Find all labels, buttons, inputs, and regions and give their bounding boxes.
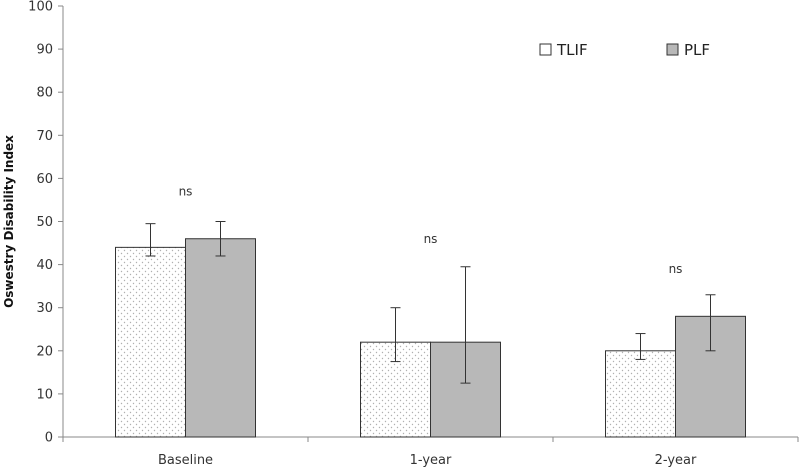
y-tick-label: 100 bbox=[28, 0, 53, 15]
y-tick-label: 50 bbox=[36, 215, 53, 230]
y-tick-label: 80 bbox=[36, 86, 53, 101]
significance-label: ns bbox=[424, 232, 438, 246]
legend-label-plf: PLF bbox=[684, 41, 710, 59]
significance-label: ns bbox=[179, 185, 193, 199]
y-tick-label: 0 bbox=[45, 431, 53, 446]
significance-label: ns bbox=[669, 262, 683, 276]
y-axis-title: Oswestry Disability Index bbox=[2, 135, 16, 308]
bar-tlif-2-year bbox=[605, 350, 676, 438]
y-tick-label: 10 bbox=[36, 387, 53, 402]
bars bbox=[115, 238, 746, 438]
y-tick-label: 20 bbox=[36, 344, 53, 359]
legend: TLIF PLF bbox=[539, 41, 710, 59]
legend-label-tlif: TLIF bbox=[556, 41, 588, 59]
y-tick-label: 90 bbox=[36, 43, 53, 58]
bar-tlif-baseline bbox=[115, 246, 186, 438]
x-tick-label: Baseline bbox=[158, 453, 213, 468]
labels: Baseline 1-year 2-year Oswestry Disability … bbox=[2, 135, 697, 468]
error-bars bbox=[145, 221, 716, 384]
y-tick-label: 30 bbox=[36, 301, 53, 316]
y-tick-label: 40 bbox=[36, 258, 53, 273]
y-tick-label: 70 bbox=[36, 129, 53, 144]
x-tick-label: 1-year bbox=[410, 453, 452, 468]
bar-plf-baseline bbox=[185, 238, 256, 438]
legend-swatch-plf bbox=[666, 43, 679, 56]
x-tick-label: 2-year bbox=[655, 453, 697, 468]
axes: 0 10 20 30 40 50 60 70 80 90 100 bbox=[28, 0, 799, 446]
y-tick-label: 60 bbox=[36, 172, 53, 187]
legend-swatch-tlif bbox=[539, 43, 552, 56]
